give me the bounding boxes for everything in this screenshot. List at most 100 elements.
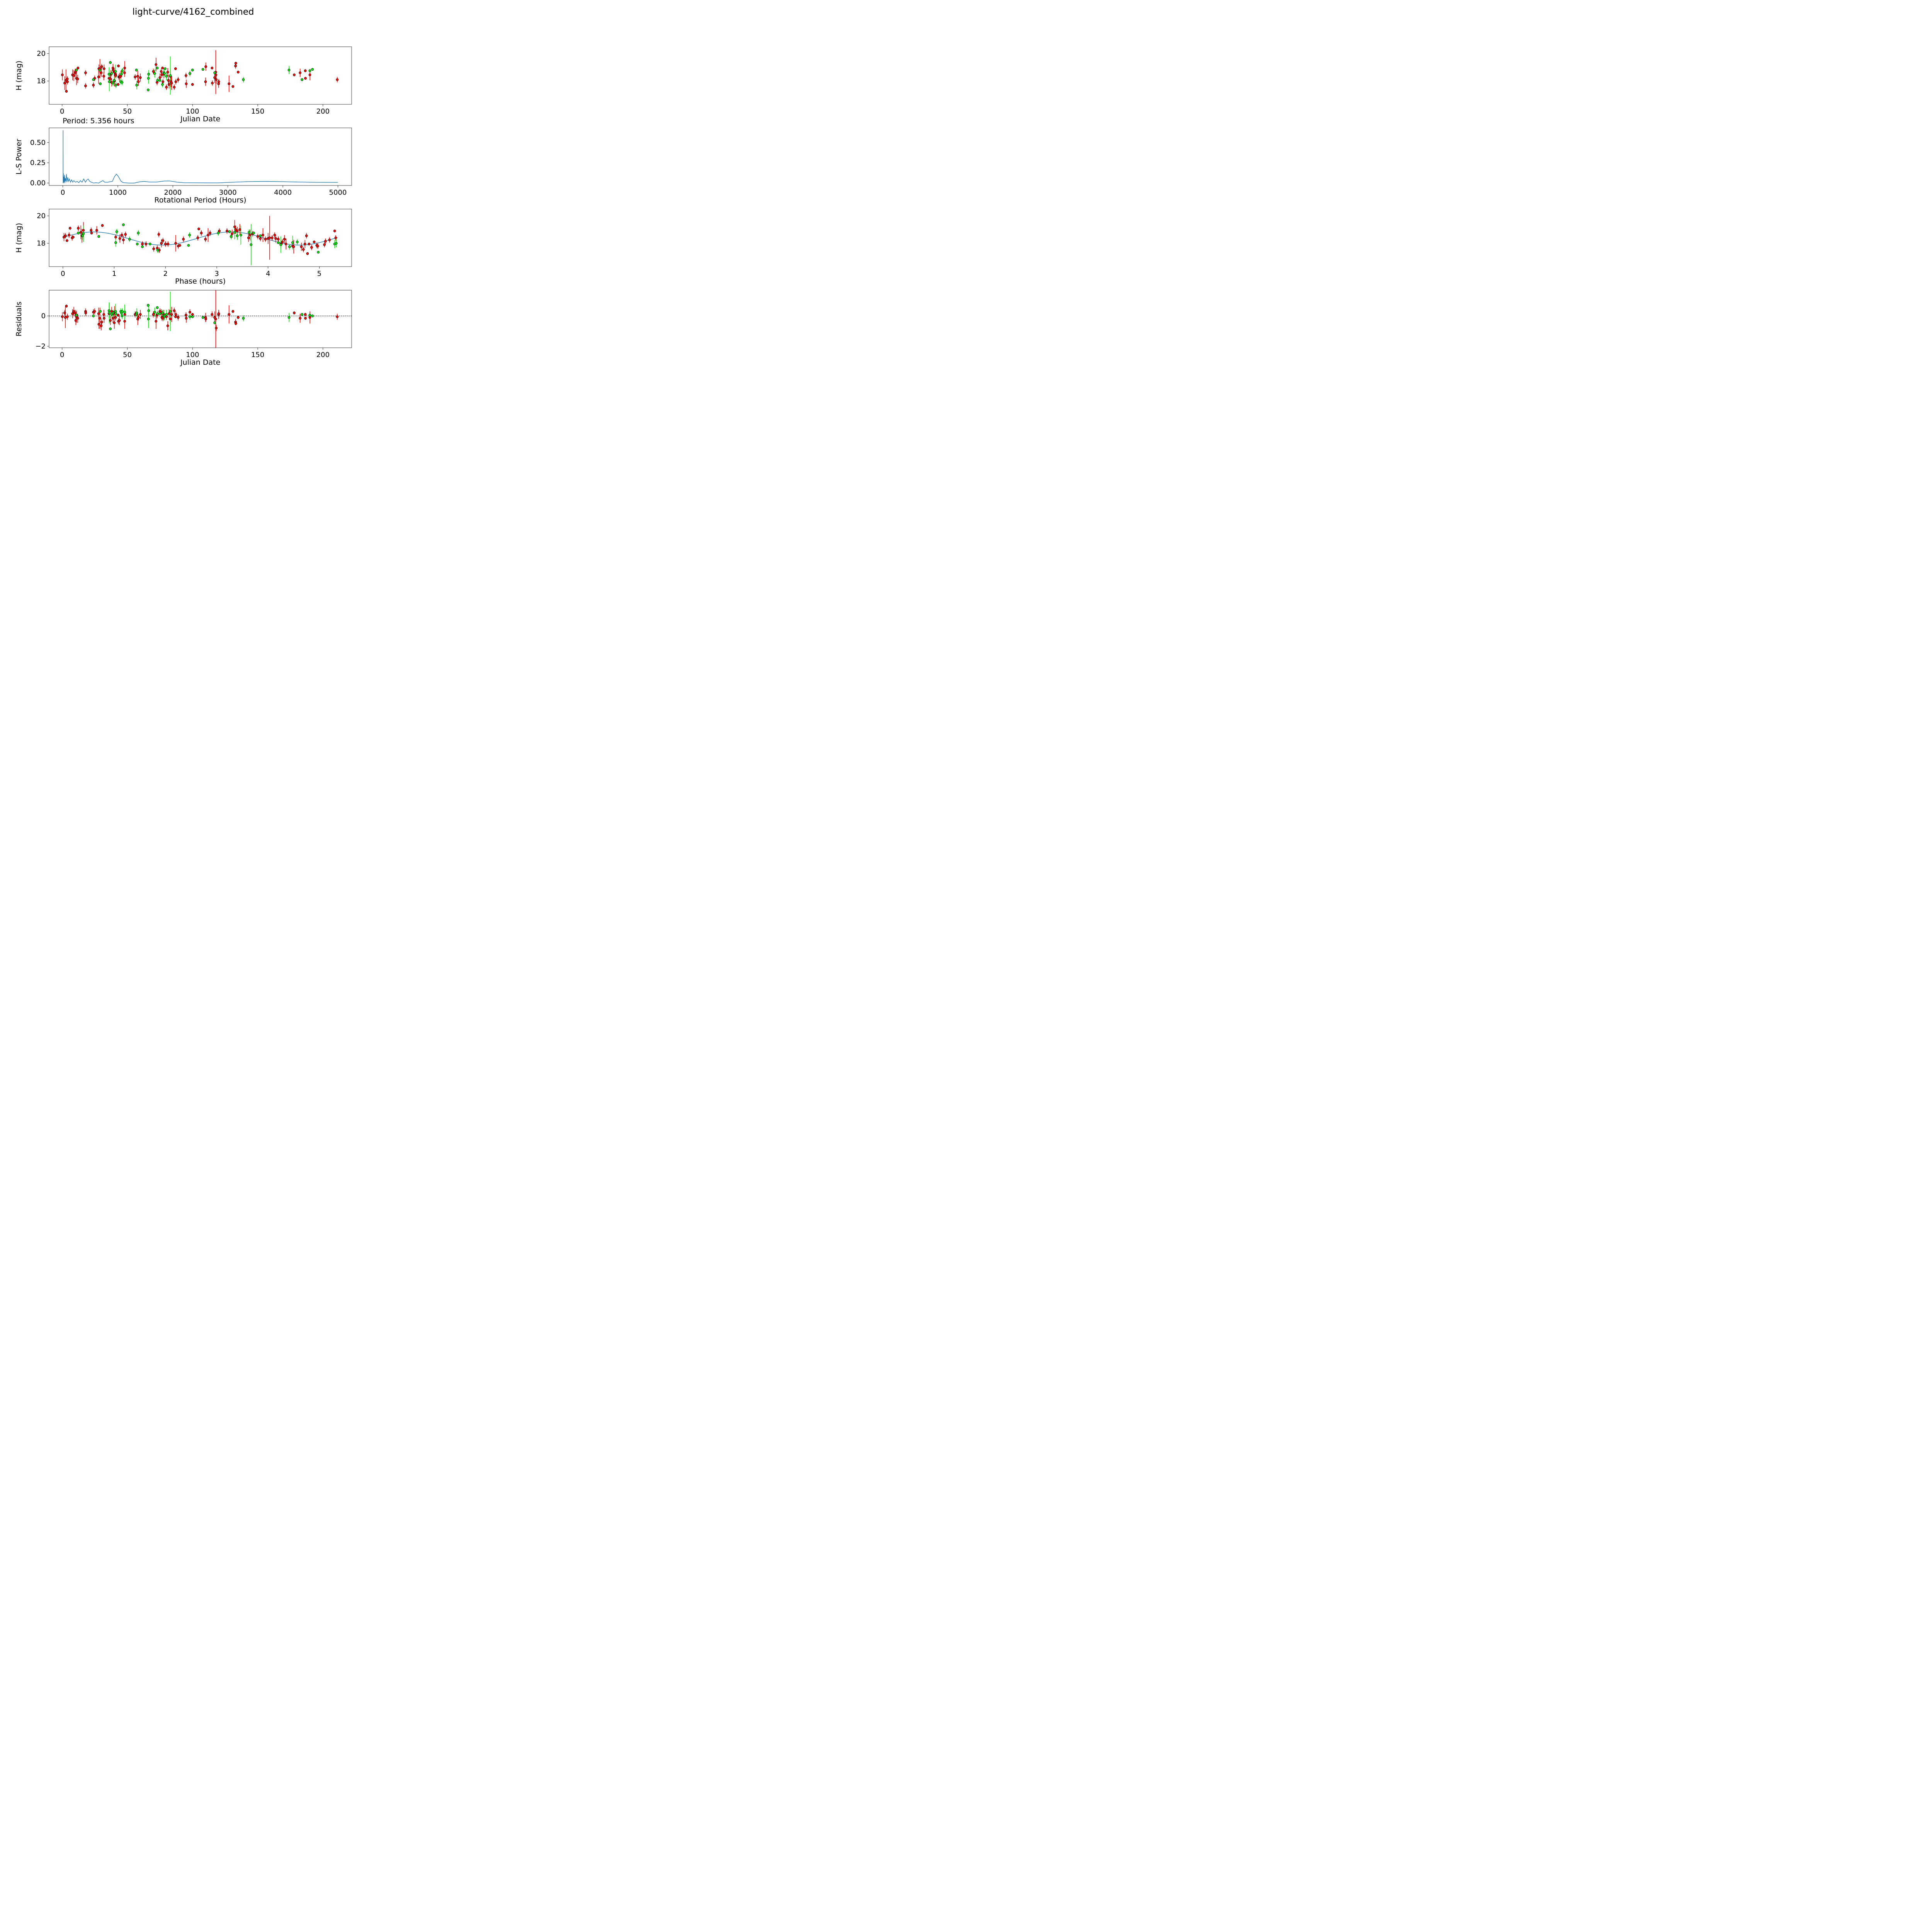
data-point-red: [196, 236, 199, 239]
x-tick-label: 50: [123, 351, 132, 359]
data-point-red: [174, 67, 177, 70]
data-point-green: [108, 311, 111, 315]
data-point-green: [301, 78, 304, 81]
data-point-red: [114, 74, 117, 77]
data-point-red: [336, 315, 339, 318]
data-point-green: [191, 68, 194, 71]
data-point-red: [122, 238, 125, 242]
data-point-green: [147, 318, 150, 320]
y-axis-label: H (mag): [15, 61, 23, 90]
data-point-red: [164, 243, 167, 245]
data-point-green: [97, 235, 100, 238]
data-point-green: [147, 88, 150, 92]
data-point-red: [157, 233, 160, 236]
data-point-green: [114, 241, 117, 244]
data-point-red: [207, 234, 209, 236]
data-point-red: [76, 317, 79, 320]
data-point-red: [184, 74, 187, 77]
data-point-red: [304, 69, 307, 72]
data-point-green: [135, 68, 138, 71]
data-point-red: [233, 225, 236, 228]
y-axis-label: L-S Power: [15, 139, 23, 175]
data-point-red: [95, 229, 98, 232]
x-tick-label: 100: [186, 107, 199, 116]
data-point-red: [97, 75, 100, 78]
data-point-red: [211, 313, 214, 316]
data-point-red: [101, 224, 104, 227]
data-point-green: [114, 312, 117, 315]
data-point-green: [248, 231, 250, 234]
data-point-green: [111, 311, 114, 315]
data-point-green: [141, 245, 144, 248]
data-point-red: [167, 243, 170, 245]
data-point-red: [292, 245, 295, 248]
data-point-red: [177, 316, 180, 319]
x-tick-label: 150: [251, 351, 264, 359]
data-point-red: [139, 76, 142, 79]
data-point-red: [231, 85, 235, 88]
data-point-red: [84, 84, 87, 87]
y-tick-label: 18: [37, 240, 46, 248]
y-tick-label: 20: [37, 50, 46, 58]
data-point-green: [107, 73, 111, 76]
figure: light-curve/4162_combined 0 50 100 150 20018…: [15, 7, 352, 367]
data-point-red: [236, 316, 240, 319]
time-series-panel: 0 50 100 150 200 18 20 Julian Date H (mag): [15, 46, 352, 123]
data-point-red: [228, 313, 231, 316]
data-point-red: [304, 313, 307, 316]
data-point-red: [303, 243, 306, 245]
data-point-red: [182, 238, 185, 241]
data-point-green: [311, 315, 314, 318]
y-tick-label: 0.25: [30, 159, 46, 167]
data-point-red: [162, 239, 165, 242]
data-point-red: [77, 227, 80, 230]
residuals-panel: 0 50 100 150 200 −2 0 Julian Date Residuals: [15, 290, 352, 367]
data-point-green: [236, 234, 239, 237]
data-point-green: [242, 78, 245, 81]
data-point-red: [247, 236, 250, 239]
data-point-red: [334, 236, 337, 239]
data-point-red: [114, 236, 117, 239]
data-point-green: [81, 234, 84, 237]
data-point-green: [189, 72, 191, 75]
data-point-red: [111, 317, 114, 320]
x-tick-label: 4: [266, 270, 270, 278]
data-point-red: [123, 313, 126, 316]
data-point-green: [92, 315, 95, 318]
data-point-green: [165, 75, 168, 78]
data-point-red: [100, 324, 103, 327]
data-point-red: [136, 75, 139, 78]
data-point-green: [82, 232, 85, 235]
data-point-red: [162, 80, 165, 83]
data-point-green: [147, 77, 150, 80]
data-point-red: [84, 311, 87, 315]
data-point-red: [61, 73, 64, 77]
data-point-red: [117, 83, 120, 86]
x-tick-label: 150: [251, 107, 264, 116]
data-point-red: [236, 230, 239, 233]
data-point-green: [136, 243, 139, 245]
data-point-red: [65, 90, 68, 93]
data-point-red: [173, 309, 176, 312]
data-point-red: [68, 234, 71, 236]
data-point-red: [236, 71, 240, 74]
data-point-red: [234, 65, 237, 68]
data-point-green: [213, 321, 216, 324]
data-point-red: [204, 238, 207, 241]
x-tick-label: 200: [316, 351, 330, 359]
data-point-red: [204, 318, 207, 320]
y-tick-label: 0.00: [30, 179, 46, 187]
data-point-green: [317, 251, 320, 254]
data-point-green: [161, 83, 164, 86]
data-point-red: [293, 73, 296, 77]
data-point-red: [304, 77, 307, 80]
data-point-red: [63, 311, 66, 315]
data-point-green: [114, 310, 117, 313]
data-point-red: [66, 80, 69, 83]
data-point-red: [299, 317, 302, 320]
data-point-red: [299, 71, 302, 74]
data-point-green: [188, 234, 191, 236]
data-point-red: [214, 318, 217, 320]
data-point-red: [97, 323, 100, 326]
data-point-red: [82, 229, 85, 232]
